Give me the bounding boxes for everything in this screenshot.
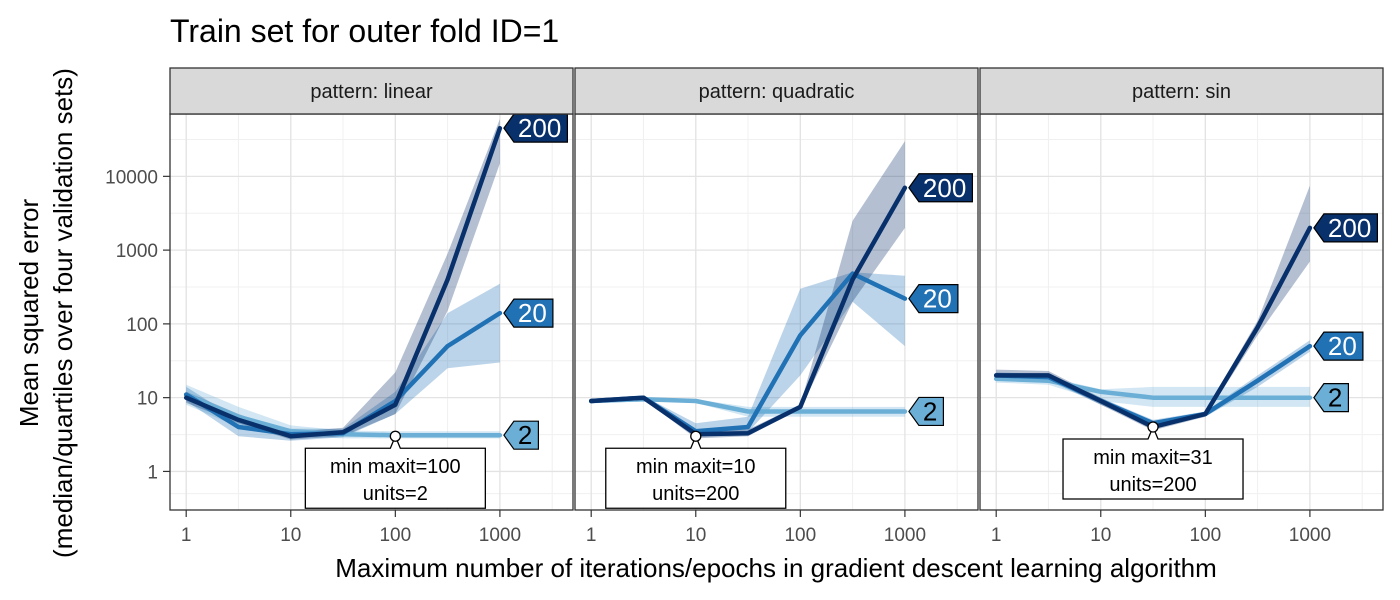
min-error-callout: min maxit=100 units=2	[304, 430, 486, 509]
series-end-label: 2	[503, 420, 540, 450]
min-point-marker	[690, 430, 702, 442]
series-tag-text: 2	[923, 396, 937, 426]
series-tag-text: 200	[923, 173, 966, 203]
series-tag-text: 20	[1328, 331, 1357, 361]
x-tick-label: 100	[784, 525, 816, 546]
series-200-quartile-ribbon	[186, 118, 500, 440]
y-tick-label: 10000	[105, 167, 158, 188]
series-end-label: 200	[1313, 213, 1379, 243]
series-200-quartile-ribbon	[591, 141, 905, 439]
series-200-median-line	[183, 125, 503, 439]
x-tick-label: 10	[685, 525, 706, 546]
facet-panel: 2 20 200 min maxit=100 units=2 pattern: linea…	[169, 67, 574, 546]
callout-line-2: units=200	[1109, 474, 1196, 496]
x-tick-label: 1	[181, 525, 192, 546]
series-tag-shape	[503, 420, 540, 450]
series-end-label: 20	[503, 298, 554, 328]
x-tick-label: 1000	[1289, 525, 1331, 546]
series-20-quartile-ribbon	[591, 272, 905, 437]
min-point-marker	[389, 430, 401, 442]
facet-panels: 2 20 200 min maxit=100 units=2 pattern: linea…	[169, 67, 1384, 546]
series-20-quartile-ribbon	[186, 283, 500, 441]
series-tag-shape	[908, 284, 959, 314]
facet-strip-label: pattern: linear	[310, 81, 433, 103]
x-tick-label: 10	[1090, 525, 1111, 546]
series-tag-shape	[1313, 383, 1350, 413]
y-axis: 1 10 100 1000 10000	[105, 167, 170, 483]
x-tick-label: 1000	[884, 525, 926, 546]
series-tag-text: 2	[1328, 383, 1342, 413]
facet-strip	[574, 67, 979, 115]
callout-box	[304, 434, 486, 509]
series-tag-text: 2	[518, 420, 532, 450]
series-end-label: 20	[908, 284, 959, 314]
series-end-label: 2	[908, 396, 945, 427]
y-axis-title-line-2: (median/quartiles over four validation s…	[48, 68, 78, 558]
series-tag-shape	[908, 173, 974, 203]
facet-strip	[169, 67, 574, 115]
y-tick-label: 10	[137, 389, 158, 410]
x-tick-label: 1	[991, 525, 1002, 546]
x-axis-title: Maximum number of iterations/epochs in g…	[335, 553, 1217, 583]
callout-box	[605, 434, 787, 509]
series-tag-text: 200	[1328, 213, 1371, 243]
series-tag-text: 20	[518, 298, 547, 328]
callout-line-2: units=2	[363, 483, 428, 505]
y-axis-title-line-1: Mean squared error	[14, 198, 44, 427]
y-tick-label: 100	[126, 315, 158, 336]
min-error-callout: min maxit=31 units=200	[1062, 421, 1244, 500]
series-end-label: 200	[503, 113, 569, 143]
series-tag-shape	[503, 298, 554, 328]
series-200-median-line	[588, 185, 908, 437]
callout-line-1: min maxit=100	[330, 456, 461, 478]
series-end-label: 20	[1313, 331, 1364, 361]
series-tag-shape	[503, 113, 569, 143]
chart-title: Train set for outer fold ID=1	[170, 13, 559, 49]
y-tick-label: 1	[147, 462, 158, 483]
x-tick-label: 100	[379, 525, 411, 546]
min-point-marker	[1147, 421, 1159, 433]
callout-line-2: units=200	[652, 483, 739, 505]
facet-strip-label: pattern: sin	[1132, 81, 1231, 103]
y-axis-title: Mean squared error (median/quartiles ove…	[14, 68, 78, 558]
callout-line-1: min maxit=10	[636, 456, 756, 478]
x-tick-label: 1000	[479, 525, 521, 546]
series-tag-shape	[1313, 213, 1379, 243]
callout-box	[1062, 425, 1244, 500]
x-tick-label: 1	[586, 525, 597, 546]
series-tag-shape	[1313, 331, 1364, 361]
series-tag-shape	[908, 396, 945, 427]
callout-line-1: min maxit=31	[1093, 447, 1213, 469]
series-end-label: 2	[1313, 383, 1350, 413]
facet-strip-label: pattern: quadratic	[699, 81, 855, 103]
x-tick-label: 100	[1189, 525, 1221, 546]
min-error-callout: min maxit=10 units=200	[605, 430, 787, 509]
x-tick-label: 10	[280, 525, 301, 546]
facet-panel: 2 20 200 min maxit=31 units=200 pattern: sin 1…	[979, 67, 1384, 546]
series-tag-text: 200	[518, 113, 561, 143]
series-tag-text: 20	[923, 284, 952, 314]
facet-strip	[979, 67, 1384, 115]
series-end-label: 200	[908, 173, 974, 203]
series-2-median-line	[993, 376, 1313, 400]
panel-background	[575, 114, 978, 510]
y-tick-label: 1000	[116, 241, 158, 262]
facet-panel: 2 20 200 min maxit=10 units=200 pattern: quad…	[574, 67, 979, 546]
